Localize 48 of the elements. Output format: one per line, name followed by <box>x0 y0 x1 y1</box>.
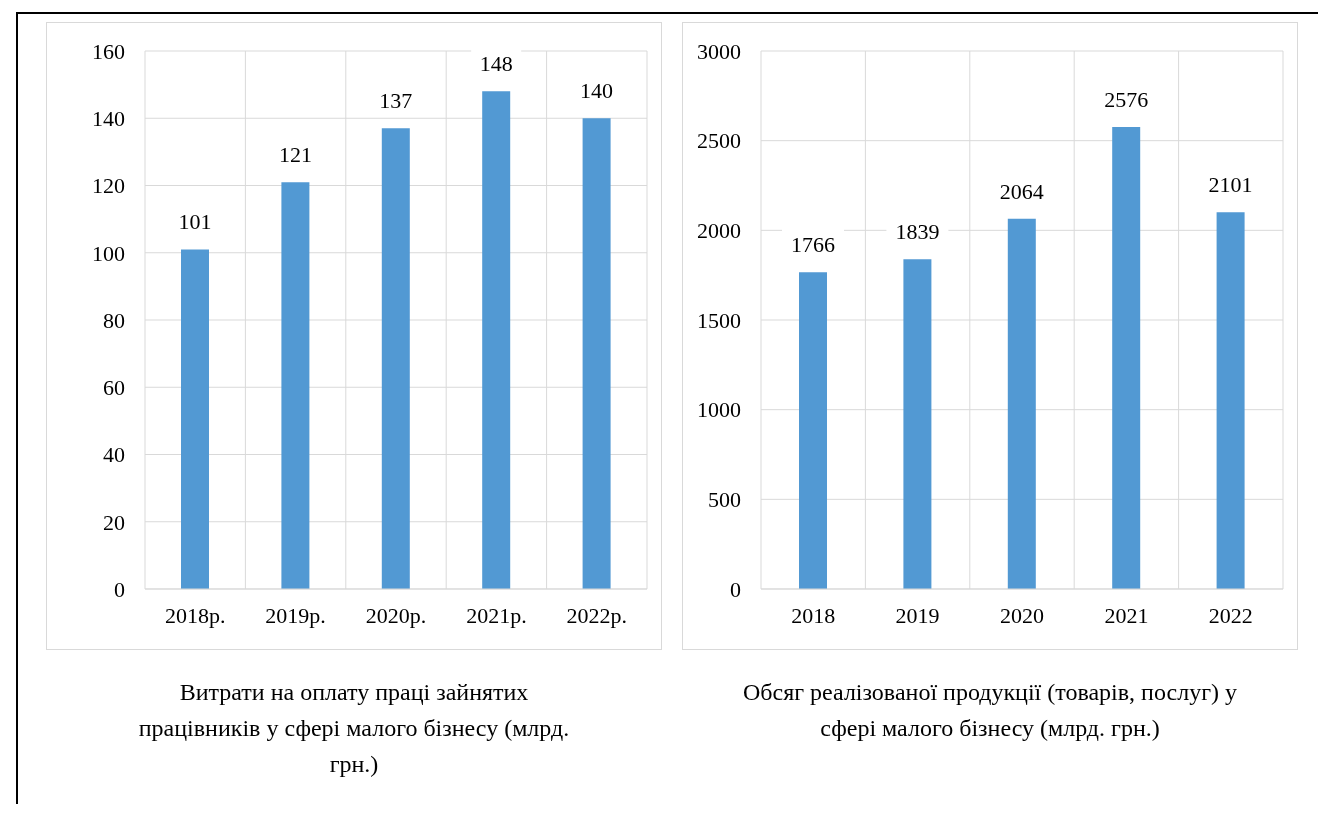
y-tick-label: 80 <box>103 307 125 333</box>
data-label: 1839 <box>895 219 940 245</box>
data-label: 137 <box>379 88 413 114</box>
bar <box>281 182 310 589</box>
x-tick-label: 2022 <box>1208 602 1253 628</box>
x-tick-label: 2019 <box>895 602 940 628</box>
x-tick-label: 2022р. <box>566 602 628 628</box>
y-tick-label: 3000 <box>697 38 741 64</box>
y-tick-label: 2000 <box>697 218 741 244</box>
data-label: 2576 <box>1104 87 1149 113</box>
y-tick-label: 100 <box>92 240 125 266</box>
bar <box>1007 218 1036 589</box>
bar <box>1112 127 1141 589</box>
data-label: 148 <box>479 51 513 77</box>
data-label: 101 <box>178 209 212 235</box>
y-tick-label: 500 <box>708 487 741 513</box>
y-tick-label: 0 <box>730 576 741 602</box>
data-label: 1766 <box>791 232 835 258</box>
data-label: 140 <box>580 78 614 104</box>
y-tick-label: 40 <box>103 442 125 468</box>
data-label: 2064 <box>999 178 1044 204</box>
x-tick-label: 2020 <box>1000 602 1044 628</box>
x-tick-label: 2021 <box>1104 602 1149 628</box>
y-tick-label: 1500 <box>697 307 741 333</box>
x-tick-label: 2019р. <box>265 602 326 628</box>
y-tick-label: 20 <box>103 509 125 535</box>
y-tick-label: 160 <box>92 38 125 64</box>
y-tick-label: 120 <box>92 173 125 199</box>
bar <box>1216 212 1245 589</box>
x-tick-label: 2018 <box>791 602 836 628</box>
bar <box>482 91 511 589</box>
bar <box>181 249 209 589</box>
x-tick-label: 2020р. <box>365 602 427 628</box>
text: Витрати на оплату праці зайнятих працівників у сфері малого бізнесу (млрд. грн.) <box>137 678 571 779</box>
y-tick-label: 0 <box>114 576 125 602</box>
x-tick-label: 2021р. <box>466 602 527 628</box>
bar <box>381 128 410 589</box>
y-tick-label: 2500 <box>697 128 741 154</box>
x-tick-label: 2018р. <box>164 602 226 628</box>
y-tick-label: 140 <box>92 106 125 132</box>
bar <box>799 272 827 589</box>
y-tick-label: 60 <box>103 375 125 401</box>
text: Обсяг реалізованої продукції (товарів, послуг) у сфері малого бізнесу (млрд. грн.) <box>742 678 1238 743</box>
bar <box>582 118 611 589</box>
y-tick-label: 1000 <box>697 397 741 423</box>
data-label: 2101 <box>1208 172 1253 198</box>
bar <box>903 259 932 589</box>
data-label: 121 <box>278 142 312 168</box>
